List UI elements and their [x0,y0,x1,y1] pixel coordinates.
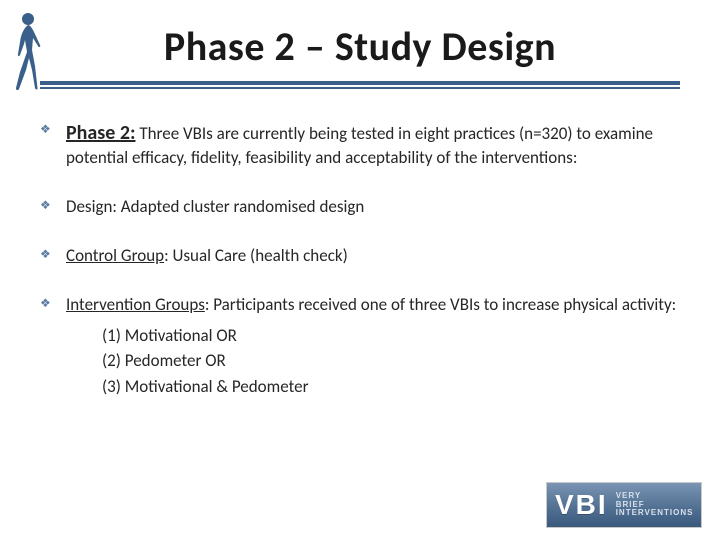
sub-item-list: (1) Motivational OR (2) Pedometer OR (3)… [66,323,680,400]
bullet-text: : Participants received one of three VBI… [205,294,676,315]
title-area: Phase 2 – Study Design [0,22,720,91]
vbi-logo: VBI VERY BRIEF INTERVENTIONS [546,482,702,528]
logo-subtext: VERY BRIEF INTERVENTIONS [616,492,694,517]
slide-title: Phase 2 – Study Design [0,22,720,71]
bullet-list: Phase 2: Three VBIs are currently being … [40,120,680,399]
bullet-text: : Usual Care (health check) [164,245,348,266]
bullet-design: Design: Adapted cluster randomised desig… [40,196,680,219]
bullet-lead: Phase 2: [66,121,135,145]
bullet-underline-label: Control Group [66,245,164,266]
content-area: Phase 2: Three VBIs are currently being … [40,120,680,425]
slide: Phase 2 – Study Design Phase 2: Three VB… [0,0,720,540]
sub-item: (3) Motivational & Pedometer [102,374,680,400]
bullet-control-group: Control Group: Usual Care (health check) [40,245,680,268]
sub-item: (2) Pedometer OR [102,348,680,374]
logo-word: INTERVENTIONS [616,509,694,517]
title-divider [40,81,680,91]
bullet-phase2: Phase 2: Three VBIs are currently being … [40,120,680,170]
bullet-intervention-groups: Intervention Groups: Participants receiv… [40,294,680,399]
logo-main-text: VBI [555,489,608,521]
bullet-underline-label: Intervention Groups [66,294,205,315]
bullet-text: Design: Adapted cluster randomised desig… [66,196,364,217]
sub-item: (1) Motivational OR [102,323,680,349]
bullet-text: Three VBIs are currently being tested in… [66,123,653,168]
